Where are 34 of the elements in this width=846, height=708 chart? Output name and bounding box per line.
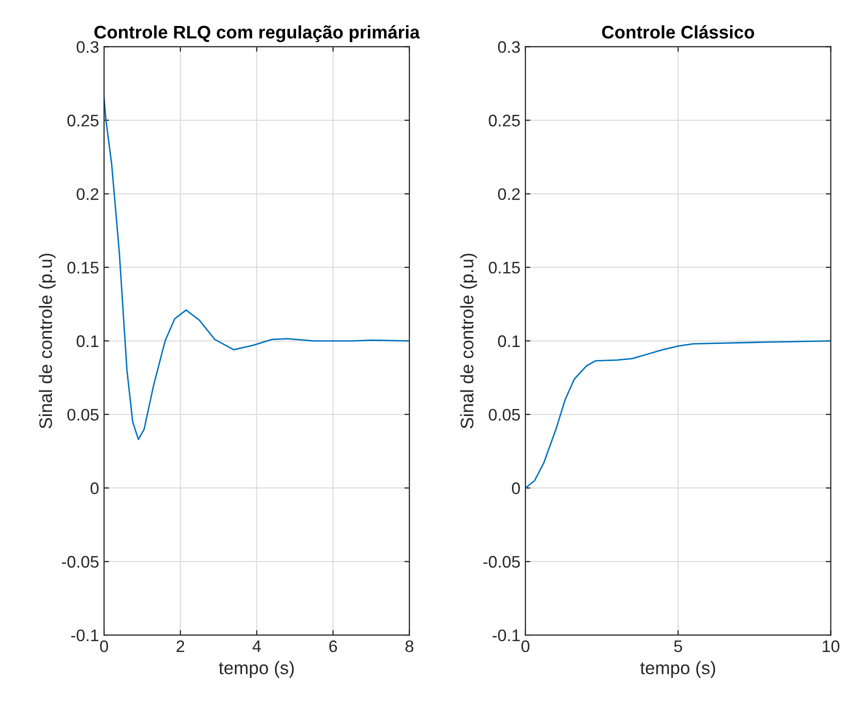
y-tick-label: 0.15: [67, 262, 98, 274]
chart-title: Controle RLQ com regulação primária: [94, 25, 420, 42]
y-tick-label: 0.2: [498, 188, 520, 200]
chart-title: Controle Clássico: [602, 25, 754, 39]
y-tick-label: -0.05: [62, 556, 98, 568]
x-tick-label: 0: [100, 640, 108, 652]
y-tick-label: 0.05: [488, 408, 520, 421]
x-tick-label: 6: [329, 640, 337, 652]
y-tick-label: 0.25: [488, 114, 520, 126]
x-axis-title: tempo (s): [640, 661, 716, 678]
y-tick-label: 0.1: [498, 335, 520, 348]
y-tick-label: 0.1: [76, 335, 98, 348]
y-tick-label: 0: [90, 482, 99, 494]
y-tick-label: 0.05: [67, 408, 98, 421]
x-tick-label: 5: [674, 640, 682, 652]
x-tick-label: 10: [822, 640, 840, 652]
line-series: [525, 340, 831, 489]
y-tick-label: 0.3: [76, 41, 98, 53]
x-tick-label: 8: [405, 640, 414, 652]
y-tick-label: 0.2: [76, 188, 98, 200]
x-axis-title: tempo (s): [218, 661, 294, 678]
x-tick-label: 2: [176, 640, 184, 652]
line-series: [104, 98, 410, 440]
y-tick-label: -0.1: [71, 629, 98, 642]
x-tick-label: 4: [252, 640, 261, 652]
y-tick-label: 0.25: [67, 114, 98, 126]
y-axis-title: Sinal de controle (p.u): [460, 254, 478, 428]
y-tick-label: -0.1: [492, 629, 520, 642]
y-tick-label: 0: [512, 482, 520, 494]
y-tick-label: -0.05: [483, 556, 520, 568]
y-tick-label: 0.15: [488, 262, 520, 274]
y-tick-label: 0.3: [498, 41, 520, 53]
x-tick-label: 0: [521, 640, 530, 652]
y-axis-title: Sinal de controle (p.u): [38, 254, 56, 428]
